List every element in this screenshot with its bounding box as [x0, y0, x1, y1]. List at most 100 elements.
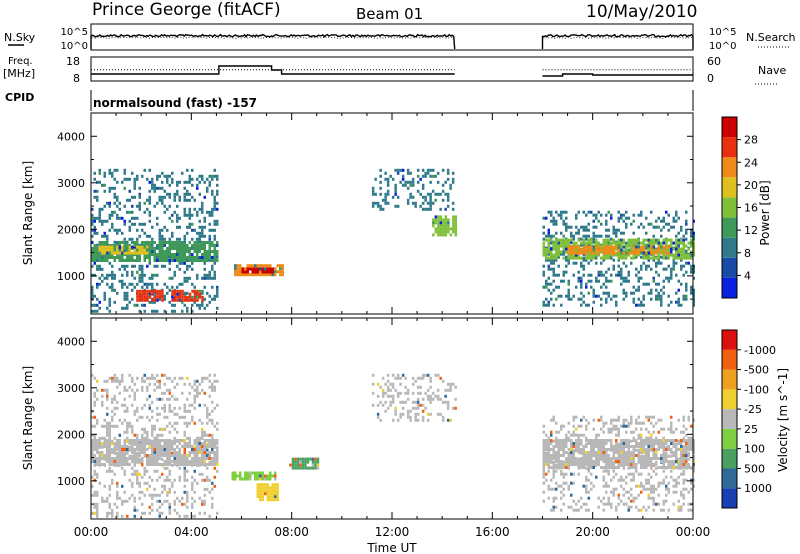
heatmap-cell — [151, 451, 154, 454]
heatmap-cell — [690, 478, 693, 482]
heatmap-cell — [552, 234, 555, 238]
heatmap-cell — [670, 466, 673, 469]
heatmap-cell — [93, 250, 96, 253]
heatmap-cell — [552, 469, 555, 473]
heatmap-cell — [562, 247, 565, 251]
heatmap-cell — [577, 279, 580, 283]
heatmap-cell — [211, 451, 214, 454]
heatmap-cell — [429, 180, 432, 184]
heatmap-cell — [116, 400, 119, 404]
heatmap-cell — [580, 241, 583, 245]
heatmap-cell — [627, 273, 630, 277]
heatmap-cell — [113, 251, 116, 255]
heatmap-cell — [647, 222, 650, 226]
heatmap-cell — [206, 439, 209, 442]
heatmap-cell — [610, 490, 613, 494]
heatmap-cell — [96, 388, 99, 392]
heatmap-cell — [173, 270, 176, 274]
heatmap-cell — [211, 382, 214, 386]
heatmap-cell — [176, 292, 179, 296]
heatmap-cell — [156, 186, 159, 190]
heatmap-cell — [680, 267, 683, 271]
heatmap-cell — [121, 216, 124, 220]
heatmap-cell — [113, 373, 116, 377]
heatmap-cell — [675, 261, 678, 265]
heatmap-cell — [454, 230, 458, 234]
heatmap-cell — [645, 457, 648, 460]
heatmap-cell — [660, 418, 663, 422]
heatmap-cell — [630, 478, 633, 482]
heatmap-cell — [555, 445, 558, 448]
heatmap-cell — [201, 276, 204, 280]
heatmap-cell — [692, 267, 695, 271]
heatmap-cell — [652, 241, 655, 245]
heatmap-cell — [236, 267, 239, 271]
heatmap-cell — [625, 291, 628, 295]
heatmap-cell — [156, 463, 159, 466]
heatmap-cell — [106, 244, 109, 247]
heatmap-cell — [680, 253, 683, 257]
heatmap-cell — [148, 198, 151, 202]
heatmap-cell — [126, 460, 129, 463]
heatmap-cell — [201, 300, 204, 304]
heatmap-cell — [201, 460, 204, 463]
heatmap-cell — [116, 180, 119, 184]
heatmap-cell — [198, 306, 201, 310]
heatmap-cell — [542, 244, 545, 248]
heatmap-cell — [98, 241, 101, 244]
heatmap-cell — [682, 244, 685, 248]
heatmap-cell — [622, 238, 625, 242]
heatmap-cell — [203, 403, 206, 407]
heatmap-cell — [645, 231, 648, 235]
heatmap-cell — [562, 448, 565, 451]
heatmap-cell — [133, 505, 136, 509]
heatmap-cell — [665, 466, 668, 469]
heatmap-cell — [163, 225, 166, 229]
heatmap-cell — [156, 385, 159, 389]
heatmap-cell — [607, 291, 610, 295]
heatmap-cell — [176, 412, 179, 416]
heatmap-cell — [600, 445, 603, 448]
heatmap-cell — [208, 379, 211, 383]
heatmap-cell — [208, 234, 211, 238]
heatmap-cell — [632, 231, 635, 235]
heatmap-cell — [151, 442, 154, 445]
heatmap-cell — [163, 448, 166, 451]
heatmap-cell — [116, 442, 119, 445]
heatmap-cell — [216, 291, 219, 295]
heatmap-cell — [690, 442, 693, 445]
heatmap-cell — [647, 457, 650, 460]
heatmap-cell — [143, 403, 146, 407]
heatmap-cell — [136, 436, 139, 440]
heatmap-cell — [126, 240, 129, 244]
heatmap-cell — [411, 400, 415, 404]
heatmap-cell — [421, 415, 425, 419]
heatmap-cell — [595, 225, 598, 229]
heatmap-cell — [153, 259, 156, 262]
heatmap-cell — [547, 466, 550, 469]
heatmap-cell — [670, 300, 673, 304]
heatmap-cell — [446, 171, 450, 175]
heatmap-cell — [166, 478, 169, 482]
heatmap-cell — [670, 439, 673, 442]
heatmap-cell — [264, 492, 267, 496]
heatmap-cell — [196, 183, 199, 187]
heatmap-cell — [580, 439, 583, 442]
heatmap-cell — [176, 421, 179, 425]
heatmap-cell — [376, 201, 380, 205]
heatmap-cell — [116, 385, 119, 389]
heatmap-cell — [103, 484, 106, 488]
heatmap-cell — [560, 472, 563, 476]
heatmap-cell — [198, 460, 201, 464]
heatmap-cell — [567, 466, 570, 469]
heatmap-cell — [103, 204, 106, 208]
heatmap-cell — [101, 496, 104, 500]
heatmap-cell — [617, 228, 620, 232]
heatmap-cell — [542, 303, 545, 307]
heatmap-cell — [692, 241, 695, 245]
heatmap-cell — [106, 406, 109, 410]
heatmap-cell — [602, 253, 605, 257]
heatmap-cell — [550, 267, 553, 271]
heatmap-cell — [411, 180, 415, 184]
heatmap-cell — [585, 502, 588, 506]
